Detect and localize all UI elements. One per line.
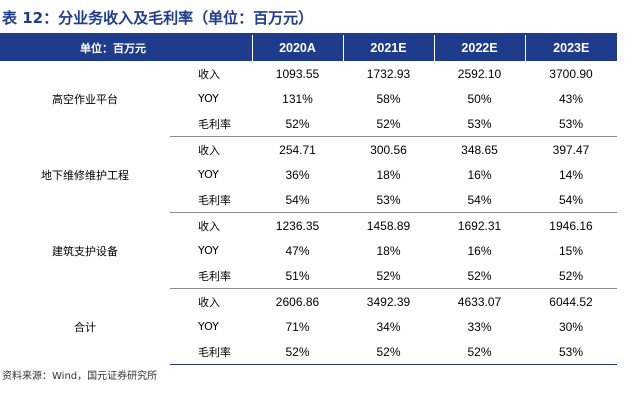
value-cell: 43% [558, 91, 584, 106]
value-cell: 1236.35 [275, 218, 320, 233]
year-header-2020a: 2020A [251, 35, 343, 61]
value-cell: 18% [376, 243, 401, 258]
unit-header: 单位：百万元 [0, 35, 252, 61]
value-cell: 16% [467, 243, 492, 258]
metric-label-cell: 收入 [198, 219, 220, 233]
segment-name-cell: 建筑支护设备 [52, 244, 118, 258]
metric-label-cell: 毛利率 [170, 263, 252, 289]
value-cell: 6044.52 [549, 294, 593, 309]
value-cell: 54% [434, 187, 525, 213]
table-row: YOY 47% 18% 16% 15% [0, 238, 617, 263]
value-cell: 397.47 [552, 142, 590, 157]
value-cell: 2606.86 [275, 294, 320, 309]
value-cell: 33% [467, 319, 492, 334]
value-cell: 53% [434, 111, 525, 137]
table-row: YOY 131% 58% 50% 43% [0, 86, 617, 111]
metric-label-cell: YOY [198, 320, 219, 333]
value-cell: 53% [525, 111, 617, 137]
value-cell: 1458.89 [366, 218, 411, 233]
value-cell: 18% [376, 167, 401, 182]
table-row: 高空作业平台 收入 1093.55 1732.93 2592.10 3700.90 [0, 61, 617, 106]
value-cell: 254.71 [279, 142, 316, 157]
value-cell: 1692.31 [457, 218, 502, 233]
value-cell: 36% [285, 167, 310, 182]
table-row: 毛利率 51% 52% 52% 52% [0, 263, 617, 289]
value-cell: 30% [558, 319, 584, 334]
year-header-2023e: 2023E [524, 35, 617, 61]
table-row: YOY 71% 34% 33% 30% [0, 314, 617, 339]
year-header-2021e: 2021E [342, 35, 434, 61]
source-note: 资料来源：Wind，国元证券研究所 [2, 371, 158, 382]
metric-label-cell: 收入 [198, 295, 220, 309]
table-row: 合计 收入 2606.86 3492.39 4633.07 6044.52 [0, 289, 617, 334]
table-title: 表 12：分业务收入及毛利率（单位：百万元） [2, 9, 314, 27]
value-cell: 52% [343, 263, 434, 289]
segment-name-cell: 高空作业平台 [52, 92, 118, 106]
segment-name-cell: 合计 [74, 320, 96, 334]
value-cell: 52% [343, 339, 434, 365]
value-cell: 3700.90 [549, 66, 593, 81]
metric-label-cell: YOY [198, 92, 219, 105]
value-cell: 52% [525, 263, 617, 289]
value-cell: 14% [558, 167, 584, 182]
metric-label-cell: 毛利率 [170, 339, 252, 365]
metric-label-cell: 毛利率 [170, 111, 252, 137]
table-row: 建筑支护设备 收入 1236.35 1458.89 1692.31 1946.16 [0, 213, 617, 258]
value-cell: 53% [525, 339, 617, 365]
metric-label-cell: YOY [198, 168, 219, 181]
table-row: YOY 36% 18% 16% 14% [0, 162, 617, 187]
table-row: 毛利率 52% 52% 53% 53% [0, 111, 617, 137]
value-cell: 53% [343, 187, 434, 213]
metric-label-cell: 毛利率 [170, 187, 252, 213]
year-header-2022e: 2022E [433, 35, 525, 61]
value-cell: 1946.16 [549, 218, 593, 233]
value-cell: 348.65 [461, 142, 498, 157]
value-cell: 16% [467, 167, 492, 182]
value-cell: 34% [376, 319, 401, 334]
value-cell: 58% [376, 91, 401, 106]
value-cell: 2592.10 [457, 66, 502, 81]
value-cell: 52% [252, 339, 343, 365]
value-cell: 1732.93 [366, 66, 411, 81]
segment-name-cell: 地下维修维护工程 [41, 168, 129, 182]
table-row: 毛利率 54% 53% 54% 54% [0, 187, 617, 213]
value-cell: 71% [285, 319, 310, 334]
title-divider [0, 33, 617, 35]
metric-label-cell: YOY [198, 244, 219, 257]
value-cell: 51% [252, 263, 343, 289]
metric-label-cell: 收入 [198, 67, 220, 81]
table-row: 地下维修维护工程 收入 254.71 300.56 348.65 397.47 [0, 137, 617, 182]
value-cell: 4633.07 [457, 294, 502, 309]
value-cell: 54% [525, 187, 617, 213]
value-cell: 300.56 [370, 142, 407, 157]
segment-revenue-table: 单位：百万元 2020A 2021E 2022E 2023E 高空作业平台 收入 1… [0, 35, 617, 365]
table-header-row: 单位：百万元 2020A 2021E 2022E 2023E [0, 35, 617, 61]
value-cell: 52% [252, 111, 343, 137]
value-cell: 47% [285, 243, 310, 258]
value-cell: 15% [558, 243, 584, 258]
value-cell: 52% [343, 111, 434, 137]
value-cell: 52% [434, 339, 525, 365]
value-cell: 131% [282, 91, 313, 106]
metric-label-cell: 收入 [198, 143, 220, 157]
value-cell: 52% [434, 263, 525, 289]
value-cell: 3492.39 [366, 294, 411, 309]
value-cell: 1093.55 [275, 66, 320, 81]
value-cell: 54% [252, 187, 343, 213]
value-cell: 50% [467, 91, 492, 106]
table-row: 毛利率 52% 52% 52% 53% [0, 339, 617, 365]
